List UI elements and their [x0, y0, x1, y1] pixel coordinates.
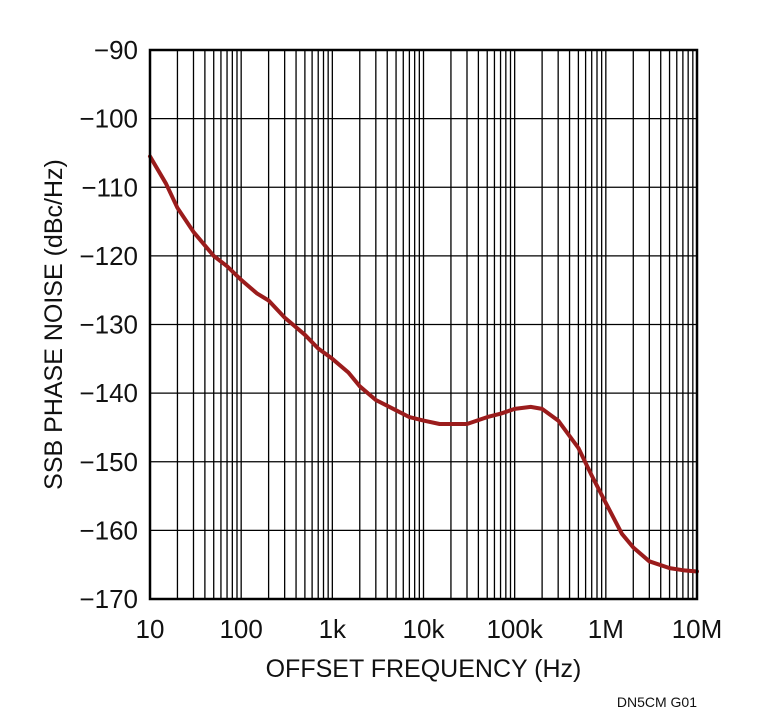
x-tick-label: 1M [588, 614, 624, 644]
y-tick-label: −120 [79, 241, 138, 271]
y-tick-label: −100 [79, 104, 138, 134]
grid-lines [150, 50, 697, 599]
y-axis-title: SSB PHASE NOISE (dBc/Hz) [40, 159, 68, 490]
x-tick-label: 100 [219, 614, 262, 644]
data-series-line [148, 154, 699, 574]
data-series-layer [148, 154, 699, 574]
plot-frame [148, 48, 699, 601]
y-tick-label: −140 [79, 378, 138, 408]
figure-code: DN5CM G01 [617, 694, 697, 710]
x-tick-label: 10 [136, 614, 165, 644]
y-tick-label: −160 [79, 515, 138, 545]
y-tick-label: −170 [79, 584, 138, 614]
x-axis-title: OFFSET FREQUENCY (Hz) [266, 655, 582, 683]
y-tick-label: −130 [79, 310, 138, 340]
y-tick-label: −90 [94, 35, 138, 65]
x-tick-label: 10k [403, 614, 446, 644]
x-tick-label: 100k [486, 614, 543, 644]
x-tick-label: 10M [672, 614, 723, 644]
tick-labels: 10 100 1k 10k 100k 1M 10M −90 −100 −110 −120 −130 −1… [79, 35, 722, 644]
x-tick-label: 1k [319, 614, 347, 644]
y-tick-label: −150 [79, 447, 138, 477]
y-tick-label: −110 [81, 172, 138, 202]
